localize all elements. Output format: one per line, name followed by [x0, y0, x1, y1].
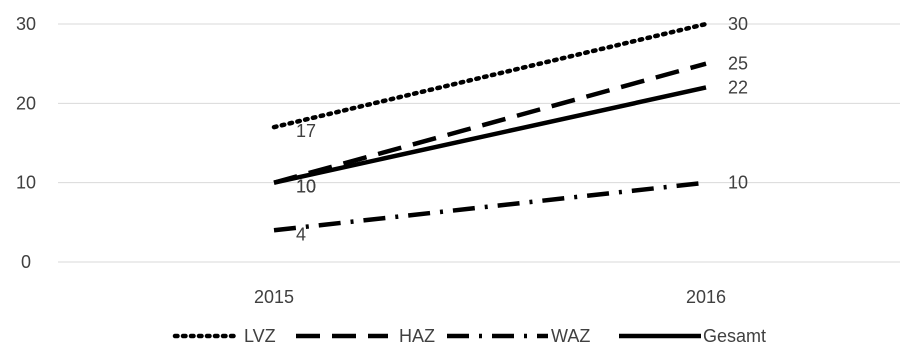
legend-item-gesamt: Gesamt [619, 326, 766, 346]
y-axis-ticks: 0 10 20 30 [16, 14, 36, 272]
series-line-gesamt [273, 85, 707, 185]
legend-label: LVZ [244, 326, 276, 346]
data-label-waz-2016: 10 [728, 173, 748, 193]
x-tick-label: 2016 [686, 287, 726, 307]
y-tick-label: 30 [16, 14, 36, 34]
data-label-gesamt-2016: 22 [728, 77, 748, 97]
gridlines [58, 23, 900, 263]
x-axis-ticks: 2015 2016 [254, 287, 726, 307]
series-lines [271, 21, 709, 233]
series-line-haz [273, 61, 707, 185]
data-label-lvz-2016: 30 [728, 14, 748, 34]
data-label-haz-2015: 10 [296, 177, 316, 197]
legend-label: Gesamt [703, 326, 766, 346]
series-line-waz [273, 180, 707, 233]
y-tick-label: 10 [16, 173, 36, 193]
legend-item-waz: WAZ [447, 326, 590, 346]
legend: LVZ HAZ WAZ Gesamt [172, 326, 766, 346]
x-tick-label: 2015 [254, 287, 294, 307]
legend-label: WAZ [551, 326, 590, 346]
legend-item-haz: HAZ [296, 326, 435, 346]
data-label-gesamt-2015: 10 [296, 177, 316, 197]
y-tick-label: 0 [21, 252, 31, 272]
data-label-waz-2015: 4 [296, 224, 306, 244]
data-label-haz-2016: 25 [728, 54, 748, 74]
data-label-lvz-2015: 17 [296, 121, 316, 141]
y-tick-label: 20 [16, 93, 36, 113]
series-line-lvz [271, 21, 709, 130]
legend-label: HAZ [399, 326, 435, 346]
legend-item-lvz: LVZ [172, 326, 276, 346]
